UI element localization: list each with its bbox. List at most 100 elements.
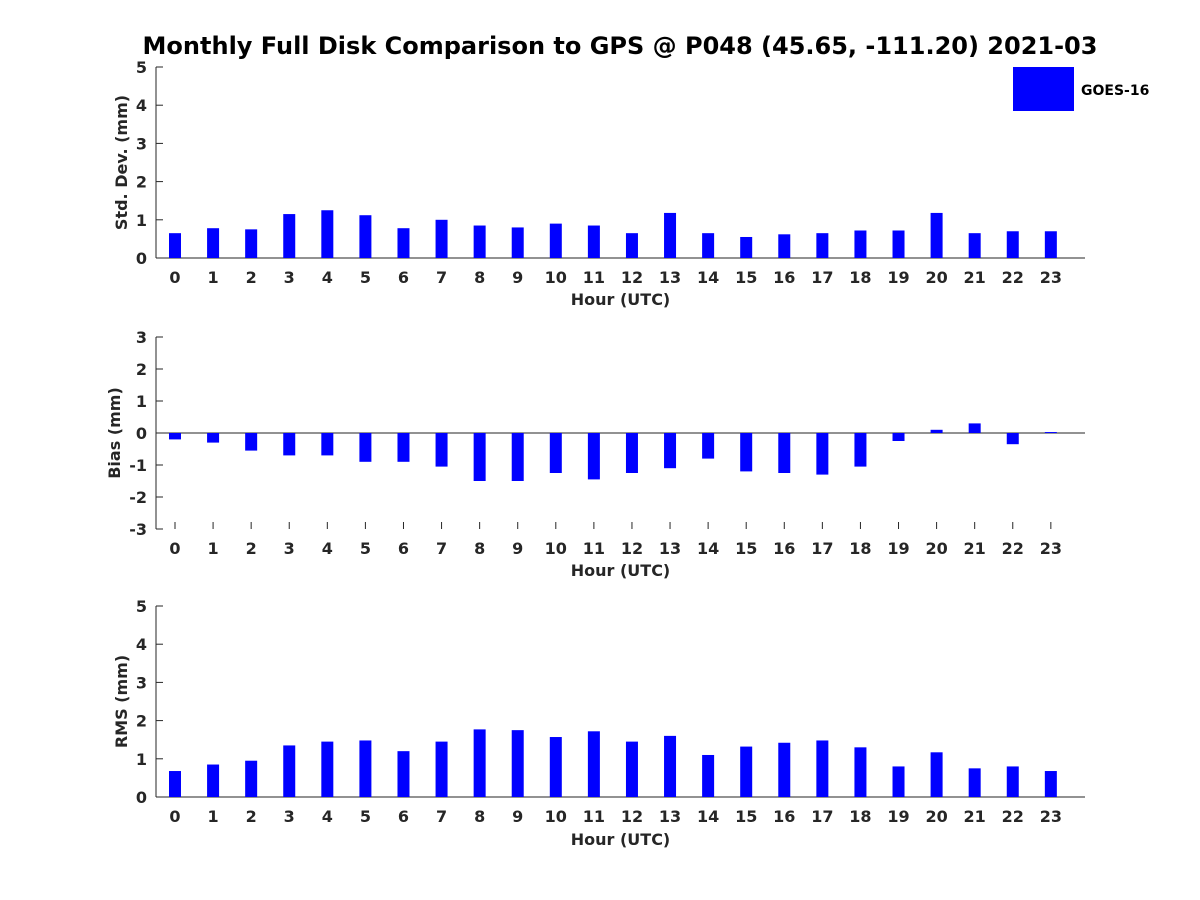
bar-hour-5 — [359, 433, 372, 462]
x-tick-label: 2 — [246, 539, 257, 558]
x-tick-label: 4 — [322, 539, 333, 558]
bar-hour-18 — [854, 747, 867, 797]
x-tick-label: 3 — [284, 268, 295, 287]
bar-hour-9 — [511, 433, 524, 481]
bar-hour-2 — [245, 760, 258, 797]
x-tick-label: 18 — [849, 539, 871, 558]
x-tick-label: 15 — [735, 807, 757, 826]
x-tick-label: 14 — [697, 807, 719, 826]
x-tick-label: 14 — [697, 268, 719, 287]
x-tick-label: 22 — [1002, 539, 1024, 558]
bar-hour-8 — [473, 729, 486, 797]
y-tick-label: 1 — [136, 750, 147, 769]
x-tick-label: 16 — [773, 807, 795, 826]
x-tick-label: 10 — [545, 268, 567, 287]
y-tick-label: 0 — [136, 788, 147, 807]
bar-hour-9 — [511, 227, 524, 258]
x-tick-label: 2 — [246, 807, 257, 826]
x-tick-label: 11 — [583, 539, 605, 558]
y-tick-label: 5 — [136, 58, 147, 77]
bar-hour-20 — [930, 429, 943, 433]
x-axis-label: Hour (UTC) — [571, 290, 671, 309]
y-tick-label: 2 — [136, 712, 147, 731]
bar-hour-19 — [892, 433, 905, 441]
x-tick-label: 4 — [322, 807, 333, 826]
x-tick-label: 8 — [474, 539, 485, 558]
bar-hour-18 — [854, 433, 867, 467]
bar-hour-11 — [587, 225, 600, 258]
bar-hour-22 — [1006, 766, 1019, 797]
x-tick-label: 20 — [925, 268, 947, 287]
bar-hour-13 — [664, 735, 677, 797]
bar-hour-2 — [245, 433, 258, 451]
x-tick-label: 21 — [964, 268, 986, 287]
bar-hour-20 — [930, 752, 943, 797]
x-tick-label: 7 — [436, 268, 447, 287]
x-tick-label: 13 — [659, 268, 681, 287]
x-tick-label: 22 — [1002, 807, 1024, 826]
bar-hour-5 — [359, 740, 372, 797]
x-tick-label: 17 — [811, 268, 833, 287]
x-tick-label: 3 — [284, 539, 295, 558]
bar-hour-16 — [778, 234, 791, 258]
bar-hour-6 — [397, 228, 410, 258]
y-tick-label: 3 — [136, 328, 147, 347]
bar-hour-5 — [359, 215, 372, 258]
x-tick-label: 5 — [360, 268, 371, 287]
bar-hour-23 — [1044, 231, 1057, 258]
bar-hour-12 — [625, 741, 638, 797]
bar-hour-0 — [169, 233, 181, 258]
bar-hour-7 — [435, 741, 448, 797]
bar-hour-14 — [702, 433, 715, 459]
bar-hour-10 — [549, 737, 562, 797]
x-tick-label: 16 — [773, 268, 795, 287]
x-tick-label: 10 — [545, 807, 567, 826]
x-tick-label: 0 — [169, 539, 180, 558]
bar-hour-1 — [207, 764, 220, 797]
x-tick-label: 21 — [964, 539, 986, 558]
bar-hour-15 — [740, 236, 753, 258]
y-tick-label: 1 — [136, 211, 147, 230]
legend-label: GOES-16 — [1081, 83, 1149, 99]
x-tick-label: 6 — [398, 268, 409, 287]
legend-swatch — [1013, 67, 1074, 111]
x-tick-label: 13 — [659, 539, 681, 558]
x-tick-label: 20 — [925, 807, 947, 826]
bar-hour-6 — [397, 433, 410, 462]
y-tick-label: -3 — [129, 520, 147, 539]
x-tick-label: 11 — [583, 807, 605, 826]
x-tick-label: 15 — [735, 539, 757, 558]
y-axis-label: RMS (mm) — [112, 655, 131, 748]
bar-hour-12 — [625, 233, 638, 258]
y-tick-label: -2 — [129, 488, 147, 507]
y-tick-label: 0 — [136, 424, 147, 443]
x-tick-label: 9 — [512, 539, 523, 558]
y-tick-label: 3 — [136, 673, 147, 692]
legend: GOES-16 — [1013, 67, 1149, 111]
x-tick-label: 6 — [398, 807, 409, 826]
x-tick-label: 12 — [621, 268, 643, 287]
y-tick-label: 2 — [136, 173, 147, 192]
y-tick-label: 2 — [136, 360, 147, 379]
bar-hour-19 — [892, 766, 905, 797]
bar-hour-4 — [321, 741, 334, 797]
x-tick-label: 18 — [849, 807, 871, 826]
x-tick-label: 1 — [208, 268, 219, 287]
x-tick-label: 23 — [1040, 807, 1062, 826]
bar-hour-11 — [587, 433, 600, 480]
x-tick-label: 8 — [474, 807, 485, 826]
bar-hour-2 — [245, 229, 258, 258]
bar-hour-16 — [778, 433, 791, 473]
bar-hour-15 — [740, 746, 753, 797]
bar-hour-16 — [778, 742, 791, 797]
x-tick-label: 14 — [697, 539, 719, 558]
x-tick-label: 19 — [887, 807, 909, 826]
bar-hour-7 — [435, 433, 448, 467]
bar-hour-15 — [740, 433, 753, 472]
x-tick-label: 19 — [887, 539, 909, 558]
x-tick-label: 9 — [512, 268, 523, 287]
x-tick-label: 17 — [811, 807, 833, 826]
bar-hour-22 — [1006, 433, 1019, 445]
bar-hour-3 — [283, 433, 296, 456]
